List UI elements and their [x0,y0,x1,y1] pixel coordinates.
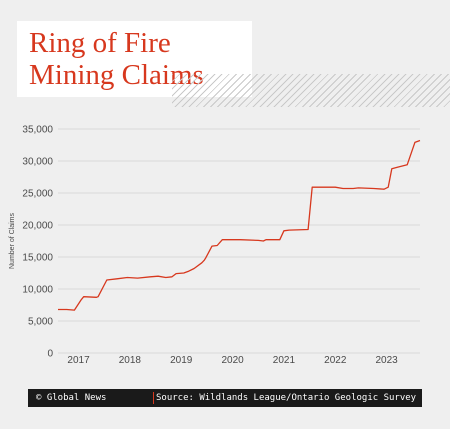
hatch-decoration [172,74,450,107]
x-tick-label: 2021 [273,355,296,366]
y-tick-label: 30,000 [22,157,53,168]
y-tick-label: 5,000 [28,317,53,328]
credit-text: © Global News [36,393,107,403]
footer-separator [153,392,154,404]
y-tick-label: 0 [47,349,53,360]
y-tick-labels: 0 5,000 10,000 15,000 20,000 25,000 30,000 35,0… [22,125,53,360]
grid-lines [58,128,420,354]
y-tick-label: 25,000 [22,189,53,200]
series-line [58,139,421,311]
footer-bar: © Global News Source: Wildlands League/O… [28,389,422,407]
source-text: Source: Wildlands League/Ontario Geologi… [156,393,417,403]
x-tick-label: 2019 [170,355,193,366]
y-tick-label: 35,000 [22,125,53,136]
y-tick-label: 10,000 [22,285,53,296]
x-tick-label: 2023 [375,355,398,366]
x-tick-label: 2020 [221,355,244,366]
y-axis-title: Number of Claims [9,212,16,269]
x-tick-label: 2017 [67,355,90,366]
x-tick-label: 2018 [119,355,142,366]
y-tick-label: 20,000 [22,221,53,232]
chart-title-line-1: Ring of Fire [29,27,171,59]
x-tick-label: 2022 [324,355,347,366]
title-box: Ring of Fire Mining Claims [17,21,252,97]
x-tick-labels: 2017 2018 2019 2020 2021 2022 2023 [67,355,398,366]
y-tick-label: 15,000 [22,253,53,264]
series-layer [58,139,421,311]
